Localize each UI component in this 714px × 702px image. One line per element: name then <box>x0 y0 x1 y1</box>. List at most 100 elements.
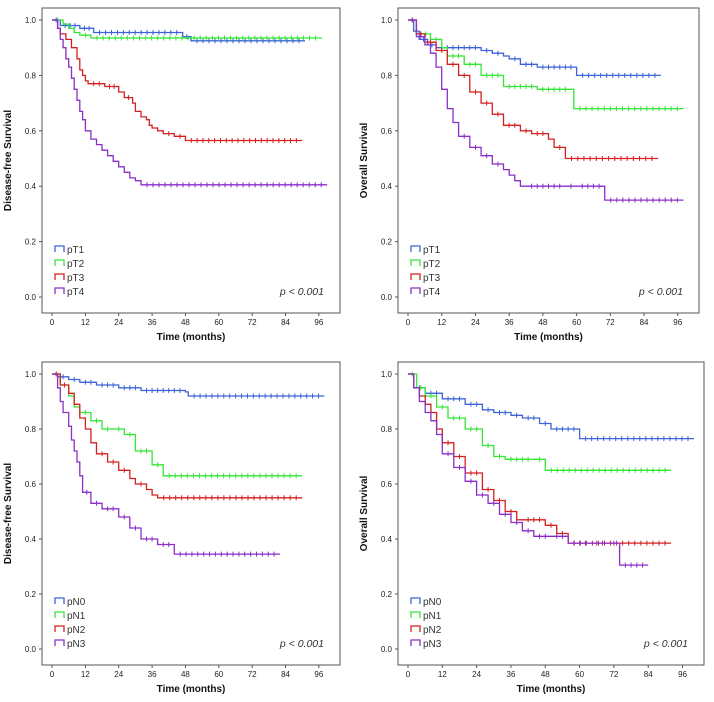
x-tick-label: 24 <box>114 318 123 327</box>
x-axis-label: Time (months) <box>157 332 226 343</box>
legend-label-pT3: pT3 <box>67 273 85 284</box>
x-tick-label: 60 <box>575 670 584 679</box>
legend-swatch-pN2 <box>54 625 65 632</box>
survival-curve-pT1 <box>52 19 305 42</box>
legend-label-pN0: pN0 <box>423 597 442 608</box>
legend-label-pN1: pN1 <box>67 611 86 622</box>
legend-swatch-pN0 <box>54 597 65 604</box>
y-tick-label: 0.4 <box>381 182 393 191</box>
plot-frame <box>397 361 705 666</box>
plot-frame <box>397 7 700 314</box>
y-tick-label: 1.0 <box>25 16 37 25</box>
y-tick-label: 0.8 <box>25 425 37 434</box>
legend-label-pT4: pT4 <box>67 287 85 298</box>
legend-label-pT1: pT1 <box>67 245 85 256</box>
legend-swatch-pT4 <box>410 287 421 294</box>
x-tick-label: 0 <box>50 318 55 327</box>
x-tick-label: 72 <box>248 670 257 679</box>
y-tick-label: 0.6 <box>381 480 393 489</box>
legend-swatch-pT3 <box>410 273 421 280</box>
legend-label-pN3: pN3 <box>67 639 86 650</box>
x-tick-label: 48 <box>181 318 190 327</box>
survival-curve-pT4 <box>52 19 328 186</box>
y-tick-label: 0.8 <box>381 425 393 434</box>
y-tick-label: 0.0 <box>381 293 393 302</box>
y-tick-label: 0.2 <box>25 238 37 247</box>
legend-swatch-pN3 <box>54 639 65 646</box>
x-tick-label: 60 <box>572 318 581 327</box>
y-tick-label: 0.4 <box>25 182 37 191</box>
panel-dfs-pN: 0.0 0.2 0.4 0.6 0.8 1.0 0 12 24 36 48 60 72 84 96 Time … <box>3 361 341 695</box>
y-tick-label: 0.8 <box>25 71 37 80</box>
legend-label-pT2: pT2 <box>423 259 441 270</box>
x-axis-label: Time (months) <box>157 684 226 695</box>
x-tick-label: 36 <box>505 318 514 327</box>
x-tick-label: 12 <box>437 318 446 327</box>
legend-swatch-pT4 <box>54 287 65 294</box>
legend-label-pT2: pT2 <box>67 259 85 270</box>
x-tick-label: 48 <box>541 670 550 679</box>
legend-label-pN0: pN0 <box>67 597 86 608</box>
legend-label-pT1: pT1 <box>423 245 441 256</box>
y-tick-label: 0.2 <box>381 590 393 599</box>
legend-label-pT3: pT3 <box>423 273 441 284</box>
x-tick-label: 24 <box>472 670 481 679</box>
y-tick-label: 0.0 <box>381 645 393 654</box>
y-tick-label: 1.0 <box>381 16 393 25</box>
x-tick-label: 36 <box>148 670 157 679</box>
legend-swatch-pN1 <box>410 611 421 618</box>
x-tick-label: 12 <box>438 670 447 679</box>
survival-curve-pT3 <box>52 19 303 142</box>
plot-frame <box>41 7 341 314</box>
y-tick-label: 0.4 <box>381 535 393 544</box>
x-tick-label: 12 <box>81 670 90 679</box>
x-tick-label: 72 <box>609 670 618 679</box>
survival-curve-pN3 <box>408 373 649 566</box>
x-tick-label: 0 <box>50 670 55 679</box>
legend-swatch-pN2 <box>410 625 421 632</box>
plot-frame <box>41 361 341 666</box>
x-tick-label: 96 <box>673 318 682 327</box>
legend-swatch-pT2 <box>54 259 65 266</box>
y-tick-label: 0.4 <box>25 535 37 544</box>
legend-swatch-pN0 <box>410 597 421 604</box>
x-tick-label: 36 <box>507 670 516 679</box>
legend-swatch-pN3 <box>410 639 421 646</box>
y-tick-label: 0.6 <box>25 127 37 136</box>
legend-label-pN2: pN2 <box>67 625 86 636</box>
y-tick-label: 0.2 <box>381 238 393 247</box>
legend-swatch-pT3 <box>54 273 65 280</box>
legend-swatch-pT1 <box>410 245 421 252</box>
x-tick-label: 96 <box>314 670 323 679</box>
x-tick-label: 60 <box>214 670 223 679</box>
survival-curve-pT4 <box>408 19 684 201</box>
survival-curve-pT1 <box>408 19 661 77</box>
x-tick-label: 36 <box>148 318 157 327</box>
legend-swatch-pT2 <box>410 259 421 266</box>
p-value-annotation: p < 0.001 <box>638 286 683 298</box>
x-tick-label: 24 <box>471 318 480 327</box>
x-tick-label: 0 <box>406 318 411 327</box>
p-value-annotation: p < 0.001 <box>643 638 688 650</box>
legend-swatch-pN1 <box>54 611 65 618</box>
x-tick-label: 12 <box>81 318 90 327</box>
y-tick-label: 0.0 <box>25 645 37 654</box>
x-tick-label: 60 <box>214 318 223 327</box>
y-tick-label: 0.8 <box>381 71 393 80</box>
y-tick-label: 0.2 <box>25 590 37 599</box>
legend-label-pN1: pN1 <box>423 611 442 622</box>
survival-curve-pN1 <box>408 373 672 471</box>
x-tick-label: 24 <box>114 670 123 679</box>
x-tick-label: 48 <box>181 670 190 679</box>
legend-label-pN3: pN3 <box>423 639 442 650</box>
y-tick-label: 0.6 <box>381 127 393 136</box>
y-tick-label: 0.0 <box>25 293 37 302</box>
legend-swatch-pT1 <box>54 245 65 252</box>
panel-dfs-pT: 0.0 0.2 0.4 0.6 0.8 1.0 0 12 24 36 48 60 72 84 96 Time … <box>3 7 341 343</box>
x-tick-label: 84 <box>644 670 653 679</box>
x-tick-label: 48 <box>538 318 547 327</box>
p-value-annotation: p < 0.001 <box>279 286 324 298</box>
x-tick-label: 96 <box>314 318 323 327</box>
x-tick-label: 84 <box>281 670 290 679</box>
